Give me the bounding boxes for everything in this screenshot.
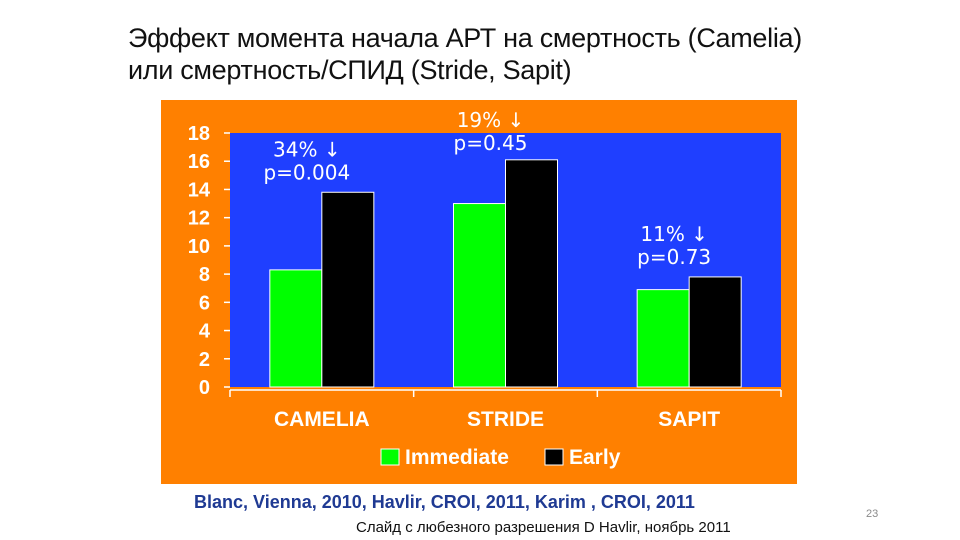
bar-immediate [269,269,323,388]
annotation-p-value: p=0.45 [454,131,528,155]
y-tick-label: 12 [188,208,210,230]
y-tick-label: 16 [188,151,210,173]
y-tick-label: 6 [199,292,210,314]
legend-swatch-early [544,448,564,466]
reference-citation: Blanc, Vienna, 2010, Havlir, CROI, 2011,… [194,492,695,512]
bar-immediate [636,289,690,388]
slide-title-line-1: Эффект момента начала АРТ на смертность … [128,23,802,53]
slide-title-line-2: или смертность/СПИД (Stride, Sapit) [128,55,572,85]
y-tick-label: 14 [188,179,211,201]
slide-number: 23 [866,508,879,520]
y-tick-label: 4 [199,321,211,343]
y-tick-label: 0 [199,377,210,399]
annotation-reduction: 11% ↓ [640,222,708,246]
legend-label-early: Early [569,446,621,469]
slide-credit: Слайд с любезного разрешения D Havlir, н… [356,519,731,536]
y-tick-label: 18 [188,123,210,145]
slide-title: Эффект момента начала АРТ на смертность … [128,22,848,86]
x-category-label: SAPIT [658,408,720,431]
bar-immediate [453,203,506,388]
y-tick-label: 2 [199,349,210,371]
annotation-reduction: 19% ↓ [457,108,525,132]
chart-panel: 0 2 4 6 8 10 12 14 16 18 CAMELIA 34% ↓ p=0.004 STRIDE… [161,100,797,484]
bar-early [321,191,375,388]
annotation-p-value: p=0.004 [263,160,350,184]
annotation-p-value: p=0.73 [637,245,711,269]
y-tick-label: 8 [199,264,210,286]
bar-chart: 0 2 4 6 8 10 12 14 16 18 CAMELIA 34% ↓p=0.004 STRIDE… [188,108,782,469]
y-tick-label: 10 [188,236,210,258]
legend-label-immediate: Immediate [405,446,509,469]
x-category-label: STRIDE [467,408,544,431]
x-category-label: CAMELIA [274,408,370,431]
bar-early [505,159,558,388]
bar-early [688,276,742,388]
legend-swatch-immediate [380,448,400,466]
annotation-reduction: 34% ↓ [273,137,341,161]
